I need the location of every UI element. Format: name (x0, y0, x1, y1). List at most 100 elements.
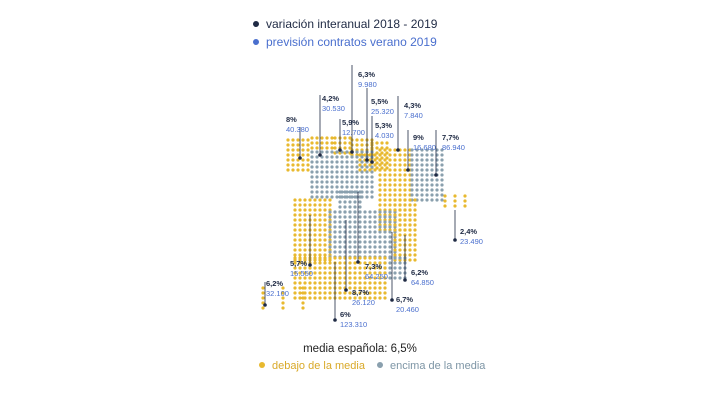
map-dot-castilla-la-mancha (353, 230, 357, 234)
map-dot-castilla-la-mancha (338, 250, 342, 254)
map-dot-castilla-la-mancha (333, 215, 337, 219)
map-dot-castilla-la-mancha (348, 245, 352, 249)
map-dot-galicia (306, 168, 310, 172)
map-dot-andalucia (303, 266, 307, 270)
map-dot-comunidad-valenciana (408, 198, 412, 202)
map-dot-andalucia (318, 281, 322, 285)
map-dot-castilla-leon (315, 190, 319, 194)
map-dot-castilla-la-mancha (363, 225, 367, 229)
map-dot-andalucia (348, 286, 352, 290)
map-dot-castilla-la-mancha (388, 245, 392, 249)
map-dot-extremadura (303, 203, 307, 207)
map-dot-castilla-leon (330, 175, 334, 179)
map-dot-madrid (343, 205, 347, 209)
map-dot-aragon (383, 173, 387, 177)
callout-point (350, 150, 354, 154)
map-dot-andalucia (318, 271, 322, 275)
map-dot-asturias (330, 146, 334, 150)
contracts-label: 32.100 (266, 289, 289, 298)
map-dot-canarias (261, 286, 265, 290)
contracts-label: 12.700 (342, 128, 365, 137)
map-dot-castilla-leon (360, 170, 364, 174)
map-dot-cantabria (343, 146, 347, 150)
map-dot-comunidad-valenciana (408, 238, 412, 242)
map-dot-castilla-la-mancha (333, 210, 337, 214)
map-dot-aragon (398, 183, 402, 187)
map-dot-aragon (378, 173, 382, 177)
map-dot-extremadura (318, 248, 322, 252)
map-dot-andalucia (378, 286, 382, 290)
contracts-label: 16.680 (413, 143, 436, 152)
map-dot-extremadura (293, 233, 297, 237)
map-dot-galicia (306, 148, 310, 152)
map-dot-castilla-leon (325, 170, 329, 174)
map-dot-madrid (343, 190, 347, 194)
map-dot-extremadura (293, 238, 297, 242)
map-dot-andalucia (303, 256, 307, 260)
map-dot-andalucia (293, 296, 297, 300)
map-dot-castilla-la-mancha (348, 250, 352, 254)
map-dot-cataluna (435, 198, 439, 202)
map-dot-castilla-leon (325, 155, 329, 159)
map-dot-aragon (383, 188, 387, 192)
map-dot-extremadura (298, 248, 302, 252)
map-dot-castilla-la-mancha (383, 240, 387, 244)
map-dot-aragon (378, 168, 382, 172)
map-dot-andalucia (293, 256, 297, 260)
map-dot-extremadura (328, 203, 332, 207)
map-dot-castilla-la-mancha (328, 235, 332, 239)
map-dot-andalucia (293, 261, 297, 265)
map-dot-murcia (393, 271, 397, 275)
map-dot-castilla-leon (335, 190, 339, 194)
map-dot-extremadura (313, 248, 317, 252)
map-dot-extremadura (303, 228, 307, 232)
map-dot-extremadura (298, 228, 302, 232)
map-dot-andalucia (363, 296, 367, 300)
map-dot-comunidad-valenciana (393, 198, 397, 202)
map-dot-castilla-leon (360, 180, 364, 184)
map-dot-comunidad-valenciana (403, 208, 407, 212)
map-dot-castilla-leon (345, 165, 349, 169)
map-dot-andalucia (313, 256, 317, 260)
map-dot-cataluna (415, 178, 419, 182)
map-dot-cataluna (410, 188, 414, 192)
map-dot-castilla-leon (325, 180, 329, 184)
map-dot-aragon (383, 153, 387, 157)
map-dot-cataluna (415, 173, 419, 177)
map-dot-la-rioja (363, 163, 367, 167)
map-dot-navarra (375, 151, 379, 155)
map-dot-la-rioja (373, 153, 377, 157)
map-dot-comunidad-valenciana (413, 258, 417, 262)
map-dot-andalucia (353, 276, 357, 280)
map-dot-extremadura (318, 198, 322, 202)
map-dot-castilla-leon (330, 195, 334, 199)
map-dot-madrid (343, 195, 347, 199)
map-dot-extremadura (298, 238, 302, 242)
map-dot-andalucia (298, 256, 302, 260)
map-dot-navarra (380, 161, 384, 165)
map-dot-castilla-la-mancha (388, 250, 392, 254)
map-dot-castilla-leon (370, 165, 374, 169)
map-dot-castilla-leon (360, 175, 364, 179)
map-dot-galicia (286, 138, 290, 142)
map-dot-cataluna (430, 158, 434, 162)
map-dot-murcia (398, 256, 402, 260)
map-dot-cataluna (420, 178, 424, 182)
map-dot-aragon (393, 158, 397, 162)
map-dot-castilla-leon (345, 155, 349, 159)
map-dot-castilla-leon (370, 195, 374, 199)
map-dot-asturias (315, 136, 319, 140)
map-dot-la-rioja (363, 168, 367, 172)
map-dot-aragon (383, 163, 387, 167)
map-dot-cataluna (415, 193, 419, 197)
map-dot-castilla-la-mancha (328, 250, 332, 254)
map-dot-castilla-la-mancha (368, 250, 372, 254)
map-dot-navarra (375, 161, 379, 165)
map-dot-extremadura (313, 198, 317, 202)
map-dot-castilla-la-mancha (388, 210, 392, 214)
map-dot-castilla-leon (355, 180, 359, 184)
callout-point (338, 148, 342, 152)
map-dot-castilla-leon (310, 150, 314, 154)
map-dot-galicia (301, 143, 305, 147)
